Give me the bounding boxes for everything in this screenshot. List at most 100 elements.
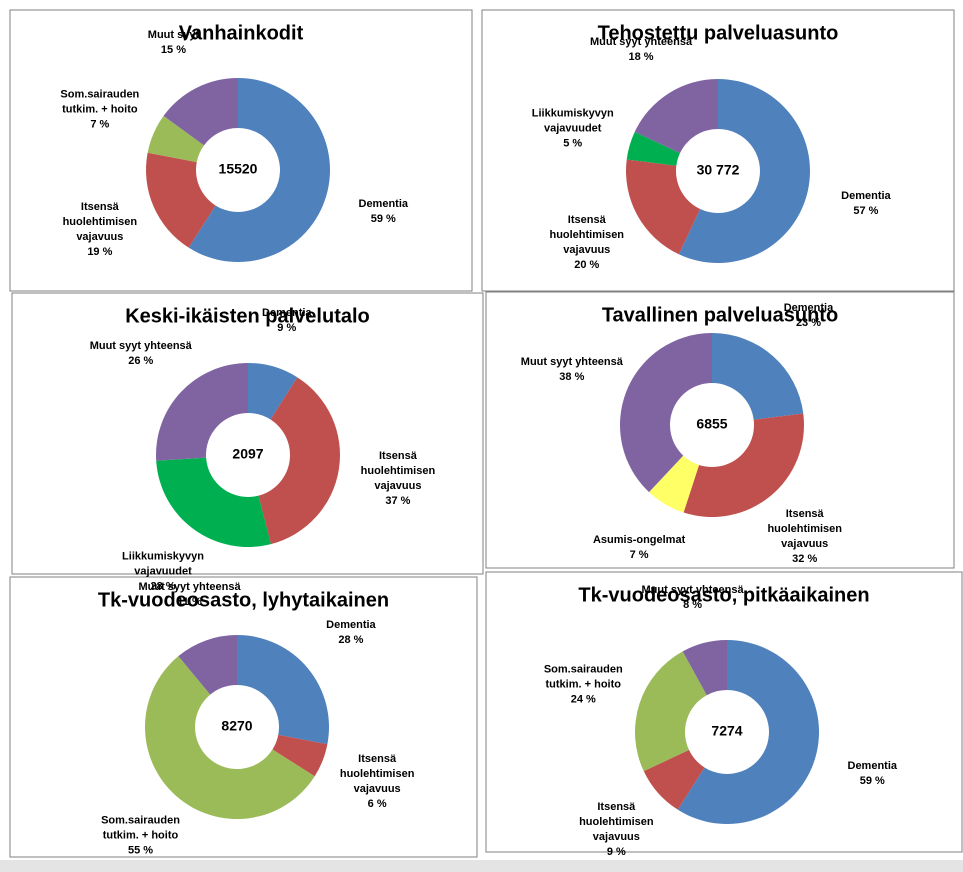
value-label: 7 % (629, 549, 649, 562)
category-label: Muut syyt yhteensä (89, 340, 192, 353)
donut-slice (178, 635, 237, 695)
donut-slice (677, 640, 819, 825)
value-label: 7 % (90, 118, 110, 131)
panel-border (11, 292, 484, 575)
donut-slice (147, 115, 205, 163)
slice-label: Liikkumiskyvyn vajavuudet 5 % (518, 106, 628, 151)
value-label: 23 % (795, 316, 822, 329)
category-label: Itsensä huolehtimisen vajavuus (62, 200, 138, 243)
slice-label: Itsensä huolehtimisen vajavuus 6 % (322, 752, 432, 812)
panel-border (9, 576, 478, 858)
chart-title: Vanhainkodit (179, 22, 304, 44)
value-label: 9 % (277, 322, 297, 335)
slice-label: Liikkumiskyvyn vajavuudet 28 % (108, 549, 218, 594)
slice-label: Itsensä huolehtimisen vajavuus 20 % (532, 213, 642, 273)
slice-label: Som.sairauden tutkim. + hoito 7 % (45, 88, 155, 133)
category-label: Dementia (841, 190, 891, 203)
category-label: Itsensä huolehtimisen vajavuus (339, 753, 415, 796)
center-total: 2097 (232, 446, 263, 462)
value-label: 6 % (367, 798, 387, 811)
value-label: 59 % (370, 213, 396, 226)
center-total: 6855 (696, 416, 727, 432)
donut-slice (626, 159, 701, 255)
category-label: Dementia (262, 307, 312, 320)
donut-slice (649, 455, 700, 513)
slice-label: Asumis-ongelmat 7 % (584, 533, 694, 563)
chart-title: Tk-vuodeosasto, pitkäaikainen (578, 584, 869, 606)
value-label: 55 % (127, 844, 154, 857)
donut-slice (188, 78, 331, 262)
category-label: Itsensä huolehtimisen vajavuus (549, 214, 625, 257)
slice-label: Muut syyt yhteensä 26 % (86, 339, 196, 369)
donut-slice (634, 651, 707, 772)
donut-slice (156, 457, 271, 548)
value-label: 28 % (338, 633, 364, 646)
donut-slice (248, 363, 298, 420)
category-label: Muut syyt (147, 29, 200, 42)
donut-slice (643, 749, 705, 810)
category-label: Muut syyt yhteensä (520, 355, 623, 368)
value-label: 24 % (570, 693, 596, 706)
slice-label: Dementia 9 % (252, 306, 322, 336)
donut-slice (258, 377, 340, 545)
center-total: 7274 (711, 723, 742, 739)
value-label: 5 % (563, 137, 583, 150)
status-bar (0, 860, 963, 872)
category-label: Muut syyt yhteensä (589, 35, 693, 48)
value-label: 20 % (574, 259, 600, 272)
chart-title: Tk-vuodeosasto, lyhytaikainen (98, 589, 389, 611)
donut-slice (626, 131, 680, 166)
value-label: 37 % (385, 494, 411, 507)
category-label: Dementia (847, 760, 898, 773)
slice-label: Dementia 57 % (831, 189, 901, 219)
slice-label: Dementia 59 % (837, 759, 907, 789)
center-total: 8270 (221, 718, 252, 734)
value-label: 18 % (628, 50, 654, 63)
value-label: 59 % (859, 775, 885, 788)
category-label: Som.sairauden tutkim. + hoito (543, 663, 623, 691)
chart-title: Tehostettu palveluasunto (598, 22, 839, 44)
slice-label: Muut syyt yhteensä 18 % (586, 35, 696, 65)
slice-label: Itsensä huolehtimisen vajavuus 37 % (343, 449, 453, 509)
value-label: 26 % (128, 355, 154, 368)
category-label: Liikkumiskyvyn vajavuudet (531, 107, 614, 135)
panel-border (9, 9, 473, 292)
value-label: 9 % (606, 845, 626, 858)
slice-label: Dementia 28 % (316, 618, 386, 648)
donut-slice (634, 79, 718, 154)
slice-label: Itsensä huolehtimisen vajavuus 32 % (750, 507, 860, 567)
slice-label: Som.sairauden tutkim. + hoito 24 % (528, 663, 638, 708)
category-label: Itsensä huolehtimisen vajavuus (579, 800, 654, 843)
category-label: Itsensä huolehtimisen vajavuus (360, 449, 436, 492)
value-label: 57 % (853, 205, 879, 218)
value-label: 38 % (559, 370, 585, 383)
value-label: 11 % (177, 596, 202, 609)
panel-border (481, 9, 955, 292)
donut-slice (272, 734, 328, 777)
center-total: 30 772 (697, 162, 740, 178)
chart-title: Keski-ikäisten palvelutalo (125, 305, 370, 327)
panel-border (485, 291, 955, 569)
donut-slice (237, 635, 329, 745)
slice-label: Itsensä huolehtimisen vajavuus 19 % (45, 200, 155, 260)
category-label: Muut syyt yhteensä (138, 581, 241, 594)
center-total: 15520 (219, 161, 258, 177)
value-label: 8 % (683, 598, 703, 611)
value-label: 28 % (150, 580, 176, 593)
donut-slice (682, 640, 727, 696)
category-label: Muut syyt yhteensä (641, 583, 744, 596)
donut-slice (163, 78, 238, 146)
value-label: 32 % (792, 553, 818, 566)
slice-label: Muut syyt yhteensä 38 % (517, 355, 627, 385)
category-label: Som.sairauden tutkim. + hoito (60, 88, 140, 116)
category-label: Asumis-ongelmat (592, 534, 686, 547)
slice-label: Som.sairauden tutkim. + hoito 55 % (86, 814, 196, 859)
slice-label: Dementia 23 % (773, 301, 843, 331)
category-label: Dementia (358, 198, 409, 211)
donut-slice (146, 152, 216, 248)
slice-label: Dementia 59 % (348, 197, 418, 227)
slice-label: Muut syyt 15 % (138, 28, 208, 58)
donut-slice (683, 413, 805, 517)
